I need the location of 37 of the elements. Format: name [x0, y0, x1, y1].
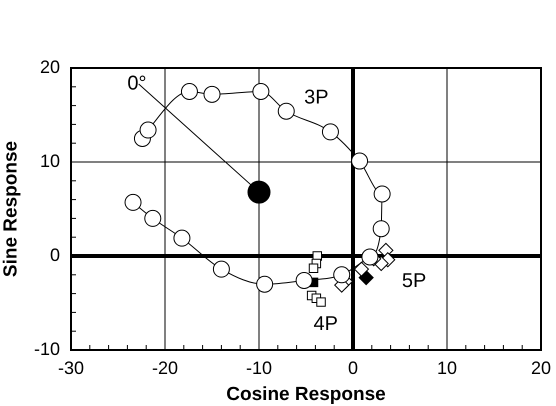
point [140, 122, 157, 139]
point [308, 263, 318, 273]
point [296, 272, 313, 289]
y-tick-label: 10 [40, 150, 60, 171]
point [278, 102, 295, 120]
point [124, 194, 142, 211]
y-tick-label: 20 [40, 56, 60, 77]
x-tick-label: 0 [348, 358, 358, 378]
x-tick-label: -30 [58, 358, 84, 378]
point [354, 262, 369, 277]
annotation: 0° [127, 72, 147, 94]
annotation: 3P [304, 86, 329, 109]
x-tick-label: 10 [436, 358, 458, 378]
x-tick-label: -20 [152, 358, 178, 378]
annotation: 5P [402, 270, 426, 292]
point [204, 86, 220, 103]
point [144, 210, 162, 227]
y-tick-label: -10 [34, 338, 60, 359]
point [256, 276, 274, 293]
point [374, 185, 391, 202]
point [361, 248, 378, 266]
point [322, 123, 339, 140]
point [248, 180, 270, 204]
x-tick-label: -10 [246, 358, 272, 378]
y-tick-label: 0 [50, 244, 60, 265]
y-axis-title: Sine Response [0, 140, 22, 278]
point [212, 260, 230, 278]
point [351, 152, 368, 170]
point [372, 220, 390, 238]
point [180, 83, 198, 100]
x-tick-label: 20 [530, 358, 552, 378]
point [333, 266, 350, 284]
point [252, 83, 270, 100]
annotation: 4P [314, 313, 338, 336]
x-axis-title: Cosine Response [226, 384, 386, 405]
point [316, 297, 326, 307]
point [173, 230, 190, 247]
